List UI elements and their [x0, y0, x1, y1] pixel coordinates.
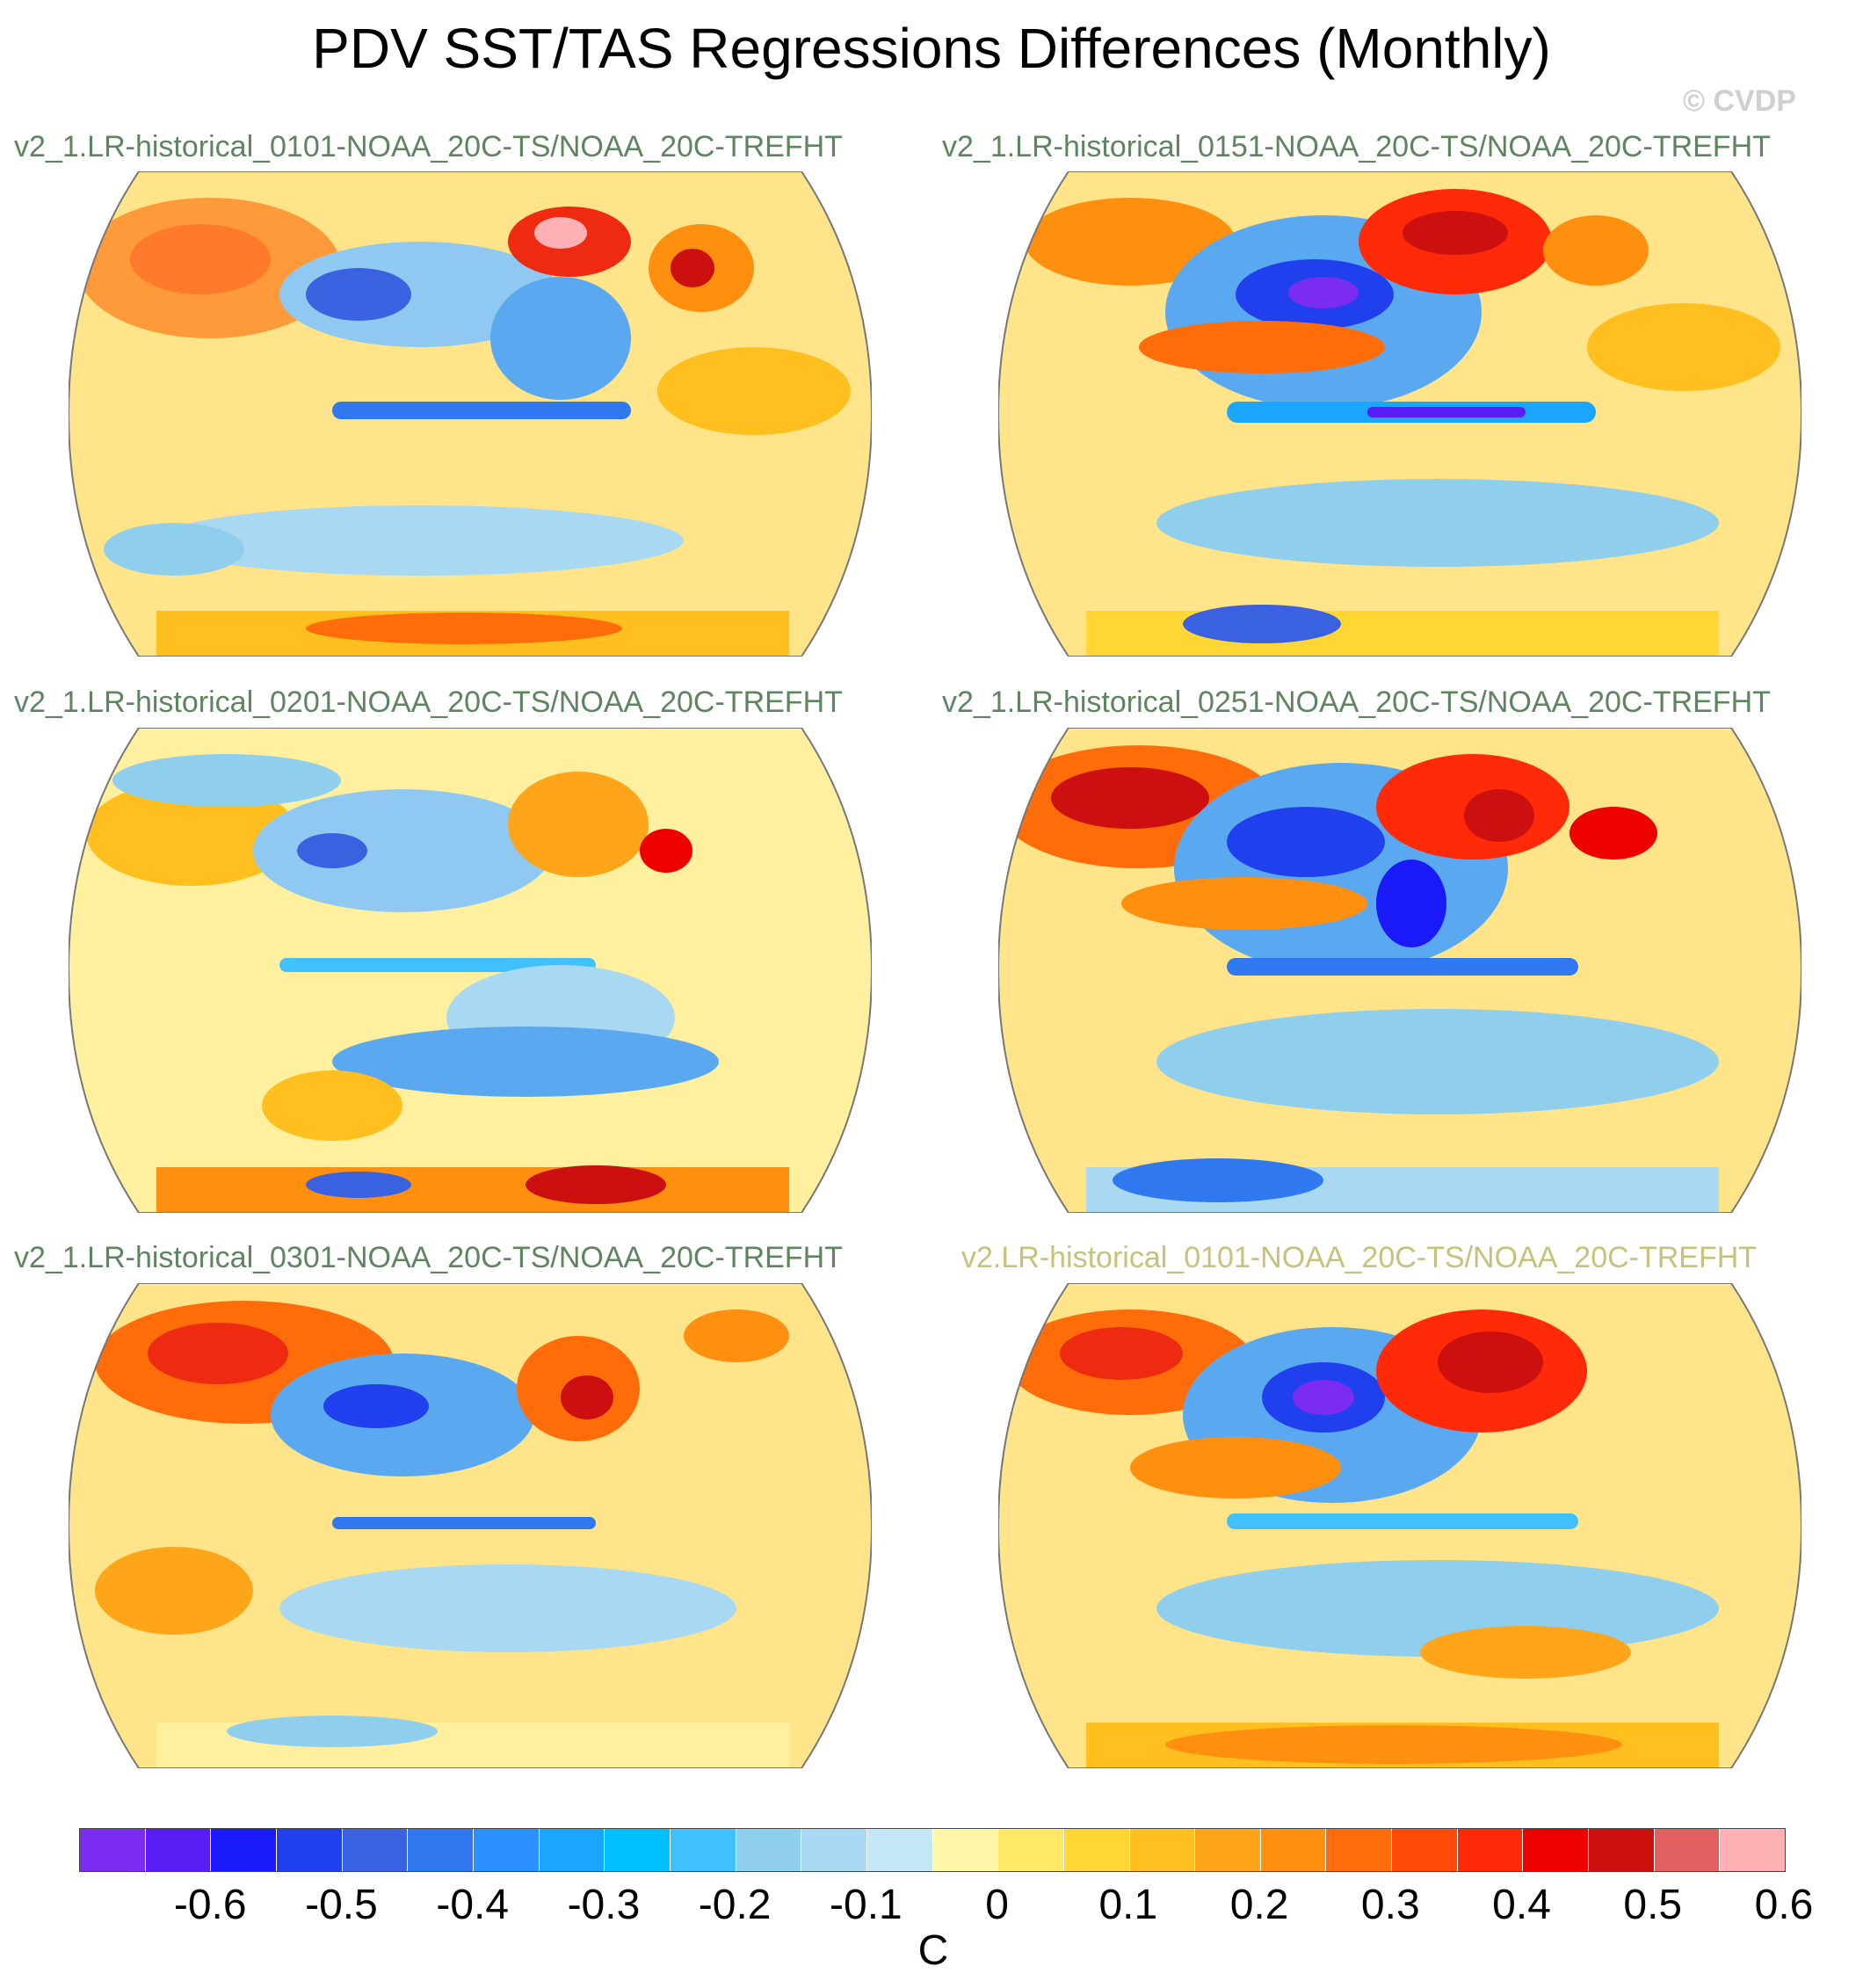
map-panel-4 — [998, 728, 1801, 1213]
colorbar-tick-label: -0.3 — [567, 1882, 641, 1928]
panel-label-6: v2.LR-historical_0101-NOAA_20C-TS/NOAA_2… — [961, 1241, 1758, 1274]
colorbar-tick-label: 0.5 — [1623, 1882, 1683, 1928]
colorbar — [79, 1828, 1786, 1872]
map-panel-2 — [998, 171, 1801, 657]
colorbar-tick-label: 0.6 — [1754, 1882, 1814, 1928]
colorbar-tick-label: -0.4 — [436, 1882, 510, 1928]
colorbar-tick-label: 0.1 — [1098, 1882, 1158, 1928]
colorbar-swatch — [211, 1829, 277, 1871]
figure-title: PDV SST/TAS Regressions Differences (Mon… — [312, 17, 1551, 80]
colorbar-tick-label: 0.3 — [1360, 1882, 1420, 1928]
colorbar-swatch — [342, 1829, 409, 1871]
map-panel-3 — [69, 728, 872, 1213]
colorbar-swatch — [801, 1829, 867, 1871]
colorbar-tick-label: 0.2 — [1229, 1882, 1289, 1928]
colorbar-swatch — [1654, 1829, 1721, 1871]
colorbar-swatch — [1260, 1829, 1327, 1871]
colorbar-swatch — [473, 1829, 540, 1871]
colorbar-swatch — [1589, 1829, 1655, 1871]
colorbar-swatch — [1457, 1829, 1524, 1871]
colorbar-swatch — [998, 1829, 1064, 1871]
colorbar-swatch — [866, 1829, 933, 1871]
colorbar-tick-label: -0.6 — [173, 1882, 247, 1928]
panel-label-5: v2_1.LR-historical_0301-NOAA_20C-TS/NOAA… — [14, 1241, 843, 1274]
colorbar-unit-label: C — [917, 1927, 949, 1974]
colorbar-swatch — [932, 1829, 999, 1871]
colorbar-tick-label: -0.1 — [830, 1882, 903, 1928]
colorbar-swatch — [1063, 1829, 1130, 1871]
map-panel-1 — [69, 171, 872, 657]
colorbar-tick-label: 0.4 — [1492, 1882, 1551, 1928]
panel-label-1: v2_1.LR-historical_0101-NOAA_20C-TS/NOAA… — [14, 130, 843, 163]
colorbar-swatch — [1523, 1829, 1590, 1871]
colorbar-swatch — [539, 1829, 605, 1871]
colorbar-swatch — [605, 1829, 671, 1871]
colorbar-swatch — [1195, 1829, 1261, 1871]
panel-label-2: v2_1.LR-historical_0151-NOAA_20C-TS/NOAA… — [942, 130, 1771, 163]
panel-label-3: v2_1.LR-historical_0201-NOAA_20C-TS/NOAA… — [14, 686, 843, 719]
colorbar-tick-label: 0 — [985, 1882, 1009, 1928]
colorbar-tick-label: -0.5 — [305, 1882, 378, 1928]
colorbar-swatch — [1129, 1829, 1196, 1871]
colorbar-swatch — [80, 1829, 146, 1871]
colorbar-tick-label: -0.2 — [698, 1882, 772, 1928]
colorbar-swatch — [736, 1829, 802, 1871]
colorbar-swatch — [1720, 1829, 1786, 1871]
colorbar-swatch — [408, 1829, 474, 1871]
colorbar-swatch — [1326, 1829, 1393, 1871]
cvdp-watermark: © CVDP — [1683, 84, 1796, 118]
colorbar-swatch — [670, 1829, 736, 1871]
colorbar-swatch — [145, 1829, 212, 1871]
panel-label-4: v2_1.LR-historical_0251-NOAA_20C-TS/NOAA… — [942, 686, 1771, 719]
map-panel-5 — [69, 1283, 872, 1768]
colorbar-swatch — [276, 1829, 343, 1871]
colorbar-swatch — [1392, 1829, 1458, 1871]
map-panel-6 — [998, 1283, 1801, 1768]
